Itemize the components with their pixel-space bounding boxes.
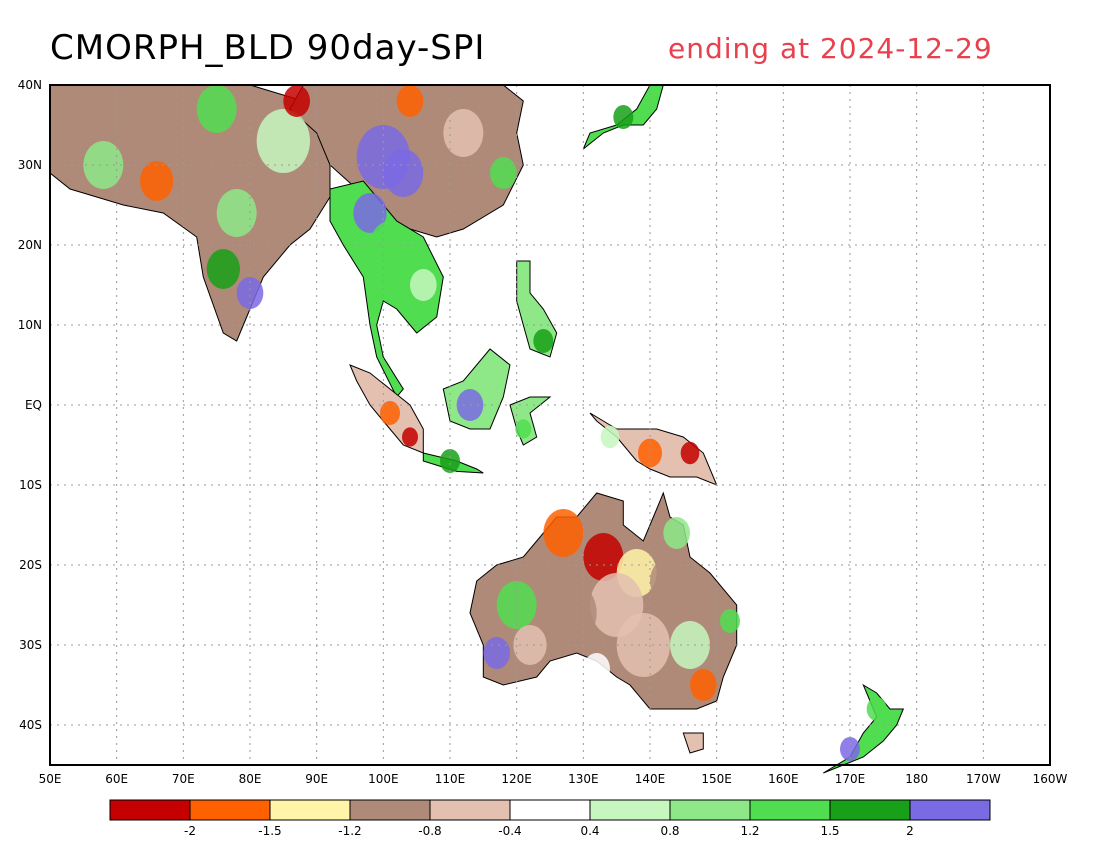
anomaly-patch <box>613 105 634 129</box>
lon-label: 130E <box>568 772 599 786</box>
legend-swatch <box>509 799 591 821</box>
anomaly-patch <box>663 517 691 549</box>
anomaly-patch <box>690 669 717 701</box>
anomaly-patch <box>206 249 240 289</box>
lon-label: 140E <box>635 772 666 786</box>
anomaly-patch <box>543 581 597 645</box>
anomaly-patch <box>353 193 387 233</box>
lon-label: 60E <box>105 772 128 786</box>
anomaly-patch <box>256 109 311 173</box>
lon-label: 80E <box>239 772 262 786</box>
legend-label: 2 <box>906 824 914 838</box>
anomaly-patch <box>410 269 437 301</box>
lat-label: 10N <box>18 318 42 332</box>
anomaly-patch <box>216 189 257 237</box>
anomaly-patch <box>866 697 887 721</box>
anomaly-patch <box>443 109 484 157</box>
legend-label: 0.8 <box>660 824 679 838</box>
legend-swatch <box>269 799 351 821</box>
lat-label: EQ <box>25 398 42 412</box>
gridlines <box>50 85 1050 765</box>
legend-label: -1.5 <box>258 824 281 838</box>
lon-label: 170E <box>835 772 866 786</box>
legend-swatch <box>189 799 271 821</box>
anomaly-patch <box>840 737 860 761</box>
anomaly-patch <box>583 533 624 581</box>
anomaly-patch <box>543 509 584 557</box>
anomaly-patch <box>513 625 547 665</box>
lon-label: 100E <box>368 772 399 786</box>
map-subtitle: ending at 2024-12-29 <box>668 32 993 65</box>
map-frame <box>49 84 1051 766</box>
anomaly-patch <box>616 613 670 677</box>
longitude-labels: 50E 60E 70E 80E 90E 100E 110E 120E 130E 140E 150E 1… <box>39 772 1068 786</box>
lat-label: 20N <box>18 238 42 252</box>
anomaly-patch <box>680 441 700 465</box>
anomaly-patch <box>83 141 124 189</box>
anomaly-patch <box>402 427 418 447</box>
legend-swatch <box>109 799 191 821</box>
legend-label: 1.5 <box>820 824 839 838</box>
anomaly-patch <box>196 85 237 133</box>
anomaly-patch <box>440 449 460 473</box>
anomaly-patch <box>600 425 620 449</box>
lat-label: 30N <box>18 158 42 172</box>
lon-label: 90E <box>305 772 328 786</box>
lat-label: 30S <box>19 638 42 652</box>
anomaly-patch <box>490 157 517 189</box>
anomaly-patch <box>515 419 532 439</box>
map-title: CMORPH_BLD 90day-SPI <box>50 28 486 68</box>
anomaly-patch <box>370 221 410 269</box>
legend-label: 0.4 <box>580 824 599 838</box>
legend-swatch <box>909 799 991 821</box>
anomaly-patch <box>533 329 554 353</box>
anomaly-patch <box>283 85 310 117</box>
anomaly-patch <box>483 637 510 669</box>
lon-label: 160W <box>1033 772 1068 786</box>
lon-label: 120E <box>501 772 532 786</box>
legend-label: -0.4 <box>498 824 521 838</box>
anomaly-patch <box>396 85 424 117</box>
legend-swatch <box>669 799 751 821</box>
legend-swatch <box>749 799 831 821</box>
lon-label: 160E <box>768 772 799 786</box>
landmass-sulawesi <box>509 396 552 446</box>
land-layer <box>49 84 905 774</box>
anomaly-patch <box>383 149 424 197</box>
anomaly-patch <box>650 557 690 605</box>
color-legend: -2 -1.5 -1.2 -0.8 -0.4 0.4 0.8 1.2 1.5 2 <box>109 799 991 838</box>
landmass-tasmania <box>682 732 704 754</box>
lon-label: 150E <box>701 772 732 786</box>
anomaly-patch <box>236 277 264 309</box>
lat-label: 20S <box>19 558 42 572</box>
lon-label: 110E <box>435 772 466 786</box>
legend-label: -0.8 <box>418 824 441 838</box>
lon-label: 50E <box>39 772 62 786</box>
lon-label: 70E <box>172 772 195 786</box>
legend-swatch <box>589 799 671 821</box>
lat-label: 40N <box>18 78 42 92</box>
legend-label: 1.2 <box>740 824 759 838</box>
legend-label: -2 <box>184 824 196 838</box>
legend-swatch <box>429 799 511 821</box>
legend-label: -1.2 <box>338 824 361 838</box>
anomaly-patch <box>583 653 611 685</box>
anomaly-patch <box>638 438 662 468</box>
latitude-labels: 40N 30N 20N 10N EQ 10S 20S 30S 40S <box>18 78 42 732</box>
anomaly-patch <box>140 161 174 201</box>
lon-label: 180 <box>905 772 928 786</box>
anomaly-patch <box>670 621 710 669</box>
lat-label: 10S <box>19 478 42 492</box>
legend-swatch <box>349 799 431 821</box>
anomaly-patch <box>720 609 740 633</box>
legend-swatch <box>829 799 911 821</box>
lon-label: 170W <box>966 772 1001 786</box>
anomaly-patch <box>380 401 400 425</box>
lat-label: 40S <box>19 718 42 732</box>
landmass-indochina <box>329 180 444 398</box>
landmass-new-zealand <box>823 683 905 774</box>
